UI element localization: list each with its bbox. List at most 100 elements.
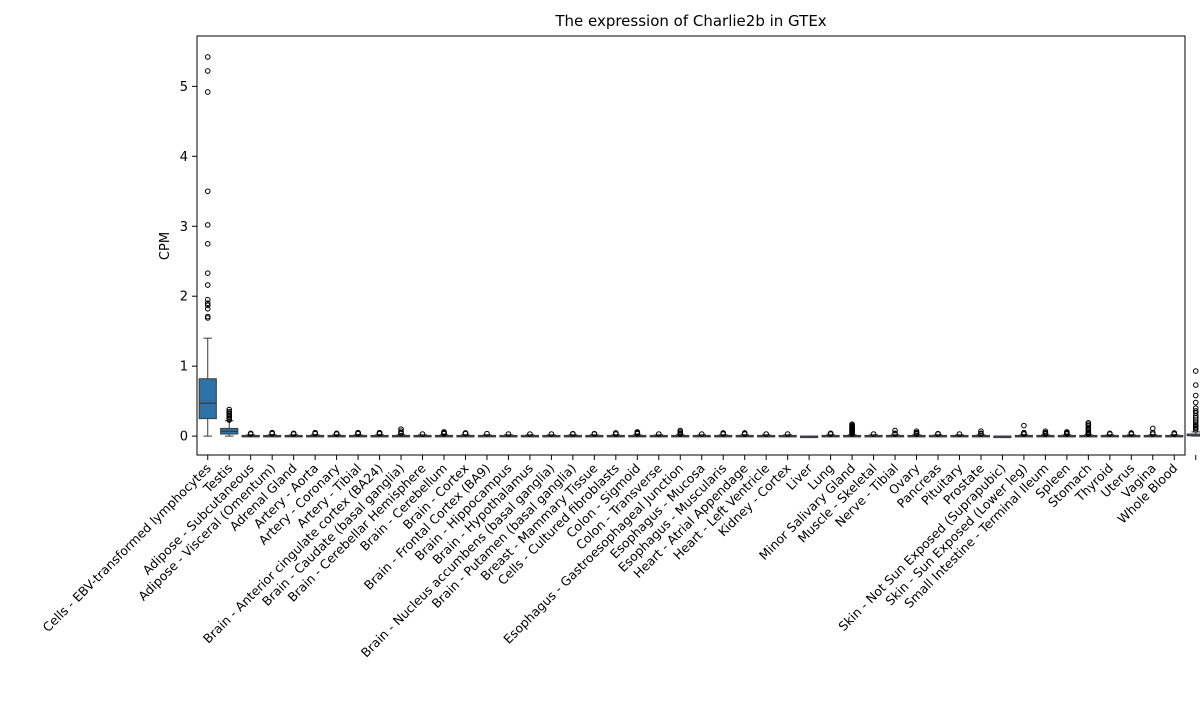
box-group — [821, 430, 840, 438]
box-group — [649, 431, 668, 438]
outlier-point — [269, 430, 275, 437]
box-group — [327, 430, 346, 438]
outlier-point — [527, 431, 533, 437]
outlier-point — [613, 431, 619, 437]
outlier-point — [827, 431, 834, 437]
outlier-point — [1042, 431, 1049, 437]
outlier-point — [333, 431, 340, 437]
box-group — [348, 429, 368, 438]
box-group — [263, 429, 282, 438]
outlier-point — [548, 431, 555, 437]
box-group — [907, 428, 926, 438]
box-group — [628, 429, 647, 438]
box-group — [606, 430, 625, 438]
y-axis-label: CPM — [158, 232, 173, 260]
y-tick-label: 3 — [180, 220, 188, 235]
outlier-point — [1192, 392, 1199, 399]
box-group — [1079, 420, 1098, 438]
box-group — [950, 431, 969, 438]
outlier-point — [204, 68, 211, 74]
outlier-point — [913, 431, 920, 437]
outlier-point — [441, 430, 447, 437]
outlier-point — [1149, 431, 1156, 437]
outlier-point — [1192, 382, 1199, 388]
outlier-point — [784, 431, 791, 437]
outlier-point — [849, 431, 855, 437]
box-group — [220, 406, 239, 437]
outlier-point — [1107, 431, 1113, 437]
box-group — [477, 430, 497, 438]
outlier-point — [634, 430, 641, 437]
box-group — [434, 429, 454, 438]
box-group — [499, 431, 518, 438]
outlier-point — [1064, 431, 1070, 437]
plot-frame — [196, 35, 1186, 456]
outlier-point — [204, 188, 211, 195]
outlier-point — [204, 306, 211, 312]
outlier-point — [720, 431, 727, 437]
outlier-point — [741, 431, 748, 437]
outlier-point — [655, 431, 662, 437]
outlier-point — [226, 417, 233, 423]
outlier-point — [204, 89, 211, 95]
y-tick-label: 5 — [180, 80, 188, 95]
box-group — [284, 430, 303, 438]
box-group — [993, 435, 1012, 439]
outlier-point — [398, 430, 404, 437]
box-group — [757, 431, 776, 438]
outlier-point — [935, 431, 941, 437]
outlier-point — [355, 430, 361, 437]
box-group — [842, 421, 862, 438]
outlier-point — [376, 430, 383, 437]
box-group — [413, 431, 432, 438]
y-tick-label: 2 — [180, 290, 188, 305]
y-tick-label: 4 — [180, 150, 188, 165]
box-group — [971, 428, 991, 438]
outlier-point — [763, 431, 769, 437]
outlier-point — [1085, 431, 1092, 437]
outlier-point — [677, 431, 684, 437]
outlier-point — [204, 240, 211, 247]
outlier-point — [956, 431, 963, 437]
outlier-point — [1021, 431, 1027, 437]
outlier-point — [978, 431, 984, 437]
box-group — [864, 431, 883, 438]
box-group — [1036, 428, 1055, 438]
outlier-point — [978, 428, 984, 435]
box-group — [1143, 425, 1162, 438]
box-group — [692, 431, 711, 438]
box-group — [391, 426, 411, 438]
box-group — [735, 430, 754, 438]
outlier-point — [1128, 431, 1135, 437]
outlier-point — [204, 296, 211, 303]
outlier-point — [1021, 422, 1027, 429]
box-group — [778, 431, 797, 438]
outlier-point — [892, 427, 898, 434]
outlier-point — [570, 431, 576, 437]
outlier-point — [698, 431, 705, 437]
y-tick-label: 1 — [180, 360, 188, 375]
box-group — [563, 430, 582, 438]
box-group — [671, 427, 690, 438]
outlier-point — [204, 282, 211, 288]
outlier-point — [204, 300, 211, 307]
box-group — [928, 430, 948, 438]
outlier-point — [204, 315, 211, 321]
outlier-point — [1171, 431, 1178, 437]
box-group — [306, 429, 325, 438]
outlier-point — [462, 430, 469, 437]
outlier-point — [290, 431, 297, 437]
box-group — [1122, 430, 1141, 438]
outlier-point — [870, 431, 877, 437]
box-group — [1014, 422, 1034, 438]
box-group — [520, 431, 540, 438]
outlier-point — [484, 430, 490, 437]
outlier-point — [591, 431, 598, 437]
box-group — [241, 430, 260, 438]
outlier-point — [312, 430, 318, 437]
box-group — [800, 435, 819, 439]
outlier-point — [1192, 399, 1199, 406]
